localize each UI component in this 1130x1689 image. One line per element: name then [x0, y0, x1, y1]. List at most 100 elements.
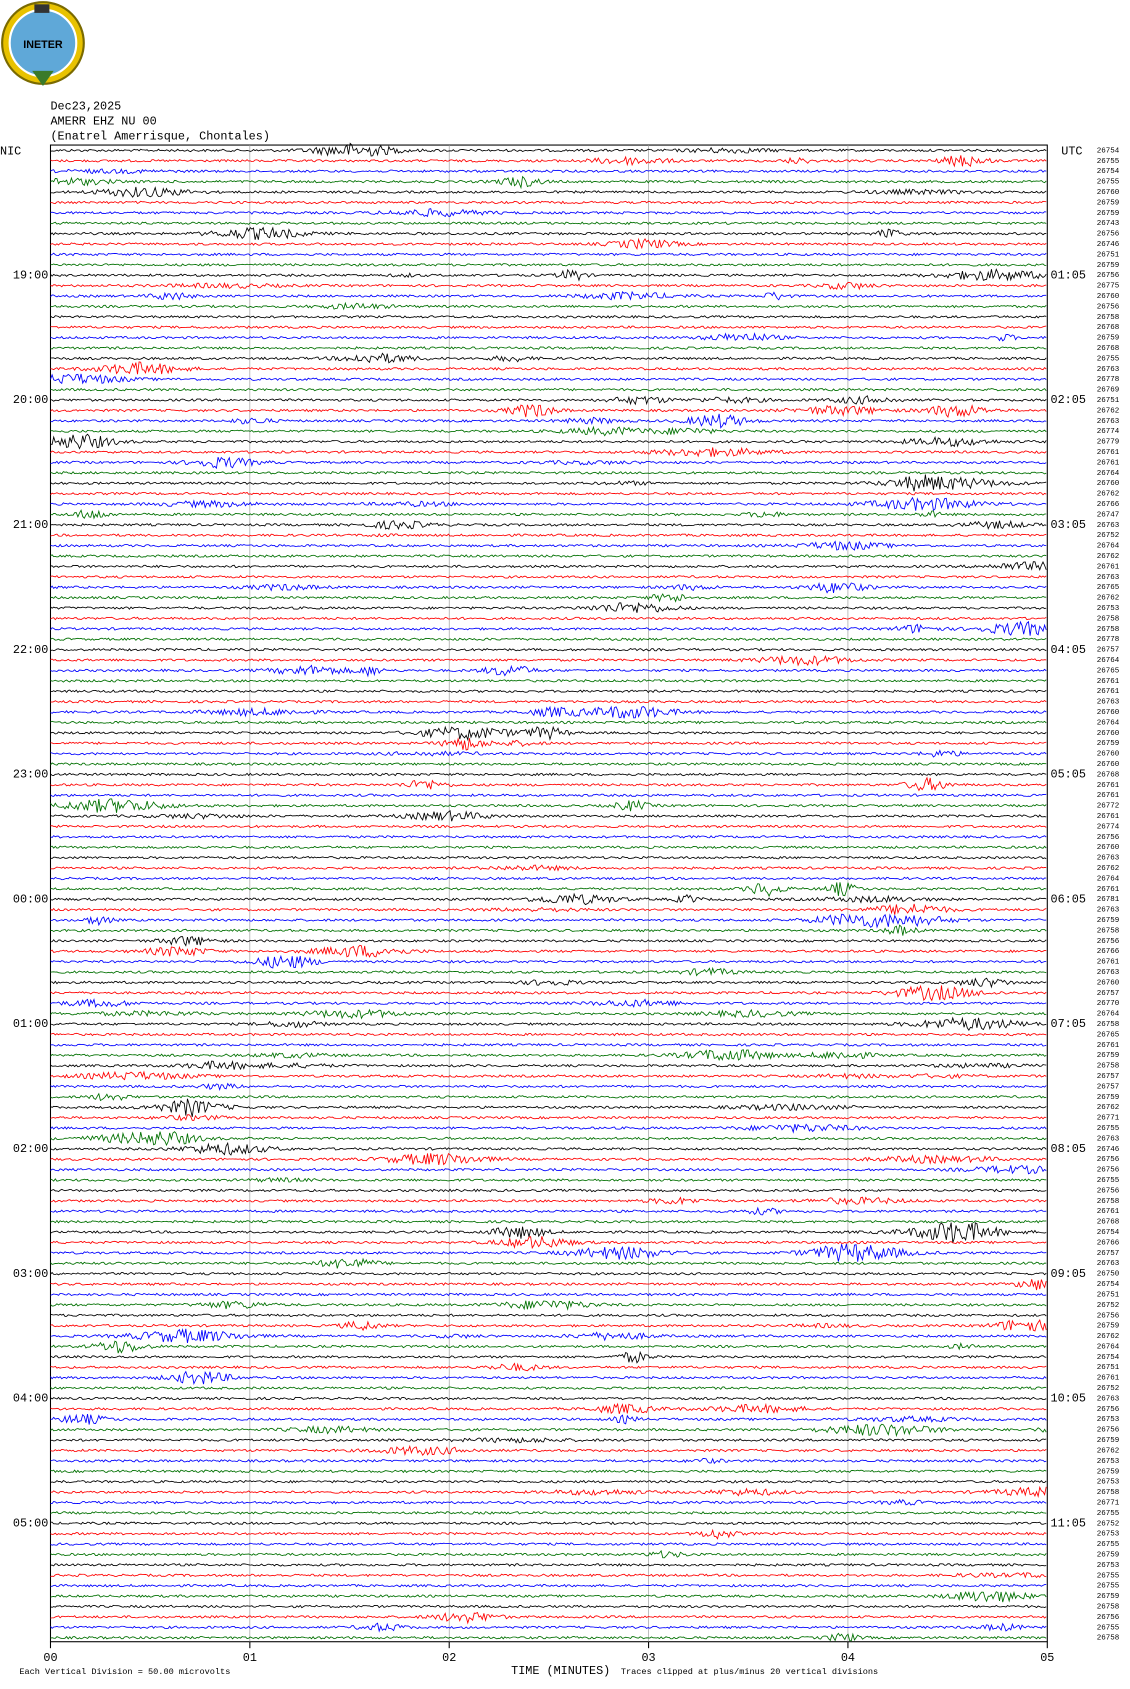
scale-note: Each Vertical Division = 50.00 microvolt…	[19, 1667, 230, 1677]
trace-count: 26754	[1097, 1354, 1120, 1362]
trace-count: 26778	[1097, 376, 1120, 384]
trace	[50, 470, 1047, 475]
trace-count: 26763	[1097, 1135, 1120, 1143]
trace-count: 26758	[1097, 626, 1120, 634]
trace	[50, 772, 1047, 777]
trace-count: 26766	[1097, 1239, 1120, 1247]
trace-count: 26758	[1097, 1198, 1120, 1206]
trace	[50, 903, 1047, 915]
trace	[50, 1528, 1047, 1540]
trace-count: 26762	[1097, 553, 1120, 561]
trace	[50, 346, 1047, 350]
hour-label-left: 23:00	[13, 768, 48, 782]
trace	[50, 352, 1047, 364]
trace	[50, 1469, 1047, 1474]
trace-count: 26781	[1097, 896, 1120, 904]
trace-count: 26761	[1097, 1208, 1120, 1216]
trace-count: 26761	[1097, 886, 1120, 894]
trace-count: 26771	[1097, 1115, 1120, 1123]
trace-count: 26772	[1097, 803, 1120, 811]
trace	[50, 1604, 1047, 1609]
trace	[50, 1300, 1047, 1311]
trace-count: 26752	[1097, 1520, 1120, 1528]
trace-count: 26763	[1097, 418, 1120, 426]
trace	[50, 834, 1047, 839]
trace-count: 26750	[1097, 1271, 1120, 1279]
trace-count: 26761	[1097, 1375, 1120, 1383]
trace-count: 26757	[1097, 1083, 1120, 1091]
trace	[50, 1222, 1047, 1244]
clip-note: Traces clipped at plus/minus 20 vertical…	[621, 1667, 878, 1677]
hour-label-left: 22:00	[13, 643, 48, 657]
trace-count: 26763	[1097, 699, 1120, 707]
trace-count: 26753	[1097, 1531, 1120, 1539]
trace	[50, 1176, 1047, 1183]
trace	[50, 496, 1047, 512]
trace-count: 26763	[1097, 1395, 1120, 1403]
trace	[50, 1243, 1047, 1262]
trace	[50, 1114, 1047, 1122]
trace	[50, 1070, 1047, 1081]
trace	[50, 1123, 1047, 1134]
trace	[50, 1049, 1047, 1061]
trace-count: 26761	[1097, 959, 1120, 967]
trace-count: 26765	[1097, 667, 1120, 675]
trace-count: 26758	[1097, 615, 1120, 623]
trace	[50, 237, 1047, 250]
trace-count: 26763	[1097, 855, 1120, 863]
trace	[50, 575, 1047, 579]
trace-count: 26760	[1097, 189, 1120, 197]
hour-label-left: 05:00	[13, 1516, 48, 1530]
hour-label-right: 06:05	[1051, 892, 1086, 906]
trace	[50, 314, 1047, 319]
hour-label-left: 00:00	[13, 892, 48, 906]
trace	[50, 395, 1047, 406]
trace-count: 26756	[1097, 1614, 1120, 1622]
trace-count: 26753	[1097, 1562, 1120, 1570]
trace	[50, 1164, 1047, 1175]
trace-count: 26764	[1097, 875, 1120, 883]
trace-count: 26764	[1097, 470, 1120, 478]
trace-count: 26774	[1097, 823, 1120, 831]
trace	[50, 491, 1047, 496]
trace	[50, 1542, 1047, 1546]
trace	[50, 175, 1047, 190]
trace	[50, 1313, 1047, 1318]
trace	[50, 1572, 1047, 1579]
hour-label-left: 04:00	[13, 1392, 48, 1406]
trace-count: 26770	[1097, 1000, 1120, 1008]
trace	[50, 1141, 1047, 1156]
trace-count: 26759	[1097, 917, 1120, 925]
trace	[50, 221, 1047, 226]
trace-count: 26751	[1097, 1364, 1120, 1372]
trace	[50, 1396, 1047, 1401]
trace	[50, 1511, 1047, 1515]
x-tick-label: 01	[243, 1651, 257, 1665]
trace-count: 26752	[1097, 532, 1120, 540]
trace-count: 26751	[1097, 1291, 1120, 1299]
trace-count: 26762	[1097, 1104, 1120, 1112]
trace-count: 26761	[1097, 563, 1120, 571]
trace-count: 26765	[1097, 1031, 1120, 1039]
trace-count: 26759	[1097, 1551, 1120, 1559]
trace	[50, 1498, 1047, 1506]
trace	[50, 325, 1047, 329]
hour-label-right: 01:05	[1051, 268, 1086, 282]
trace-count: 26768	[1097, 324, 1120, 332]
axis-title: TIME (MINUTES)	[511, 1664, 610, 1678]
trace	[50, 647, 1047, 652]
trace-count: 26756	[1097, 1156, 1120, 1164]
trace-count: 26755	[1097, 179, 1120, 187]
trace	[50, 1370, 1047, 1386]
hour-label-right: 07:05	[1051, 1017, 1086, 1031]
trace-count: 26759	[1097, 1323, 1120, 1331]
hour-label-right: 02:05	[1051, 393, 1086, 407]
trace	[50, 582, 1047, 594]
hour-label-right: 03:05	[1051, 518, 1086, 532]
x-tick-label: 04	[841, 1651, 855, 1665]
trace	[50, 1521, 1047, 1526]
trace-count: 26746	[1097, 241, 1120, 249]
trace-count: 26753	[1097, 1416, 1120, 1424]
trace-count: 26762	[1097, 407, 1120, 415]
trace-count: 26761	[1097, 688, 1120, 696]
